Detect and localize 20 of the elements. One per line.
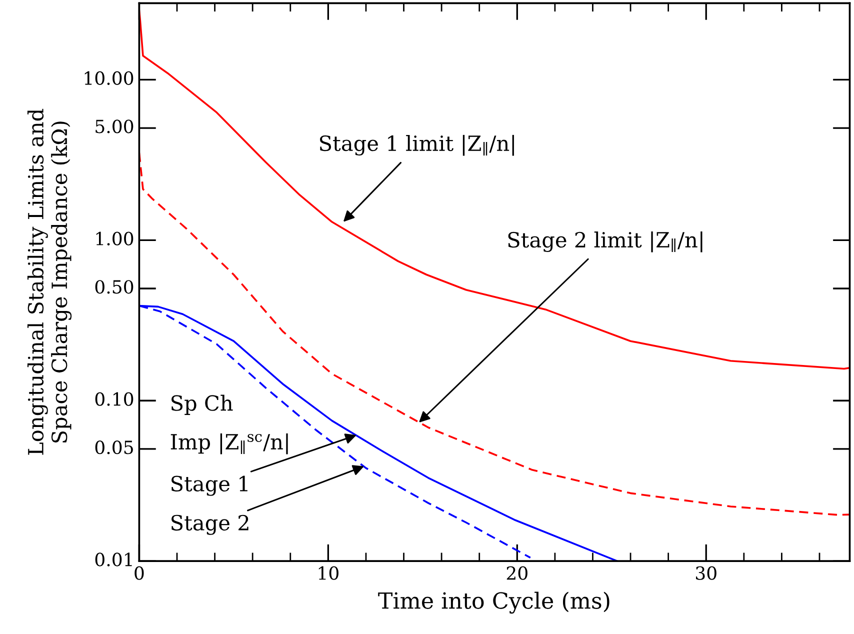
x-tick-label: 0 [134, 566, 144, 580]
x-tick-label: 10 [318, 566, 338, 580]
x-axis-title: Time into Cycle (ms) [378, 592, 610, 614]
x-tick-label: 20 [506, 566, 528, 580]
annotation: Stage 2 limit |Z$_{∥}$/n| [508, 231, 702, 252]
annotation: Stage 1 limit |Z$_{∥}$/n| [320, 134, 514, 156]
line-series [139, 10, 850, 370]
y-tick-label: 1.00 [96, 232, 134, 246]
annotation: Stage 2 [172, 514, 248, 535]
y-tick-label: 0.05 [95, 440, 133, 454]
x-tick-label: 30 [696, 566, 716, 580]
annotation: Imp |Z$_{∥}$$^{sc}$/n| [170, 433, 288, 454]
annotation: Stage 1 [172, 476, 248, 496]
y-tick-label: 10.00 [84, 71, 134, 85]
y-tick-label: 0.01 [95, 552, 132, 566]
y-axis-title: Longitudinal Stability Limits and Space Charge Impedance (kΩ) [27, 108, 72, 455]
y-tick-label: 0.50 [95, 280, 134, 294]
y-tick-label: 0.10 [95, 392, 134, 406]
y-tick-label: 5.00 [96, 120, 134, 134]
annotation: Sp Ch [172, 394, 233, 415]
